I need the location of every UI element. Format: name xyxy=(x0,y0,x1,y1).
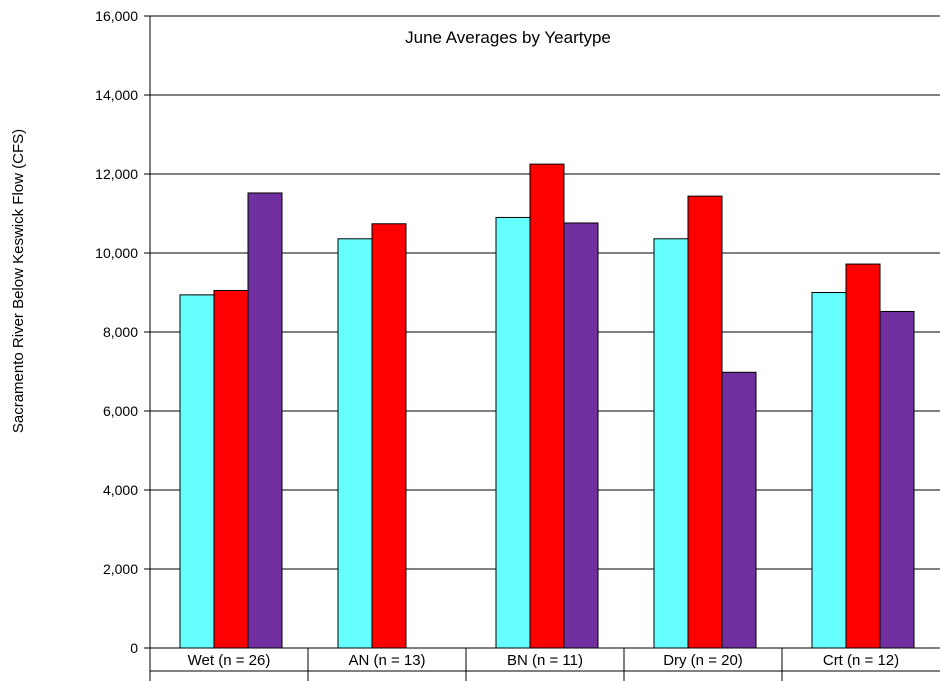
y-tick-label: 0 xyxy=(130,640,138,656)
table-value: 10360.1 xyxy=(678,678,729,681)
y-tick-label: 14,000 xyxy=(95,87,138,103)
y-tick-label: 12,000 xyxy=(95,166,138,182)
bar xyxy=(721,371,757,649)
y-tick-label: 10,000 xyxy=(95,245,138,261)
y-tick-label: 2,000 xyxy=(103,561,138,577)
bar xyxy=(653,238,689,649)
x-category-label: Dry (n = 20) xyxy=(663,652,743,669)
bar xyxy=(687,195,723,649)
y-axis-label: Sacramento River Below Keswick Flow (CFS… xyxy=(10,129,27,433)
x-category-label: AN (n = 13) xyxy=(348,652,425,669)
table-value: 10900.1 xyxy=(520,678,571,681)
data-table: Wet (n = 26) 8940.9 AN (n = 13) 10359.5 BN (… xyxy=(4,648,940,681)
bar xyxy=(247,192,283,649)
y-tick-label: 4,000 xyxy=(103,482,138,498)
table-value: 10359.5 xyxy=(362,678,413,681)
bar xyxy=(337,238,373,649)
table-value: 8999.9 xyxy=(840,678,883,681)
chart-title: June Averages by Yeartype xyxy=(405,28,611,47)
x-category-label: Crt (n = 12) xyxy=(823,652,899,669)
bar xyxy=(495,216,531,649)
bar xyxy=(179,294,215,649)
x-category-label: BN (n = 11) xyxy=(507,652,583,669)
y-tick-label: 6,000 xyxy=(103,403,138,419)
bar xyxy=(879,310,915,649)
y-tick-label: 16,000 xyxy=(95,8,138,24)
bar xyxy=(529,163,565,649)
bar xyxy=(563,222,599,649)
table-value: 8940.9 xyxy=(208,678,251,681)
bars xyxy=(179,163,915,649)
bar xyxy=(371,223,407,649)
y-tick-label: 8,000 xyxy=(103,324,138,340)
bar xyxy=(845,263,881,649)
x-category-label: Wet (n = 26) xyxy=(188,652,271,669)
y-tick-labels: 0 2,000 4,000 6,000 8,000 10,000 12,000 14,000 1… xyxy=(95,8,150,656)
table-row-label: Operations xyxy=(4,678,72,681)
bar xyxy=(213,290,249,649)
bar xyxy=(811,292,847,649)
